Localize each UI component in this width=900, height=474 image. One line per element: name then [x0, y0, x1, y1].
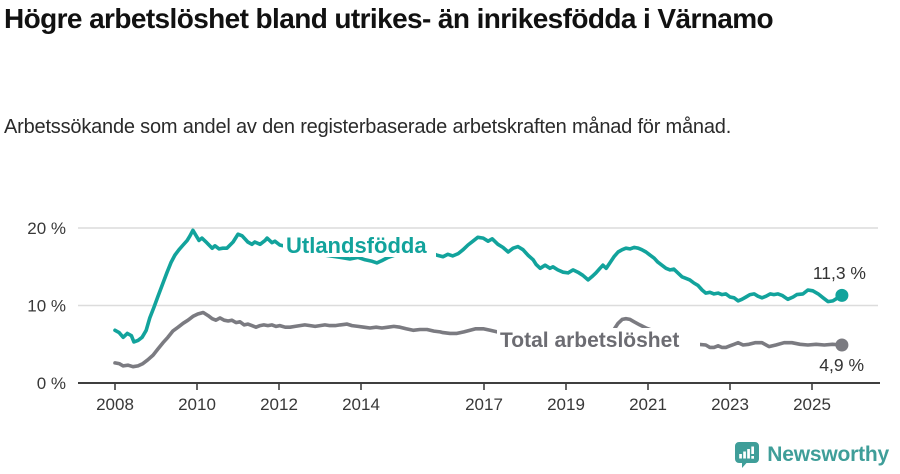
newsworthy-logo-icon [735, 442, 760, 468]
series-line-utlandsfodda [113, 228, 844, 344]
x-axis-tick-label: 2008 [96, 395, 134, 414]
y-axis-tick-label: 0 % [37, 374, 66, 393]
newsworthy-branding: Newsworthy [734, 441, 889, 469]
series-label-bg-utlandsfodda [283, 234, 436, 257]
x-axis-ticks [114, 383, 813, 390]
series-end-dot-total [835, 338, 849, 352]
newsworthy-logo-text: Newsworthy [767, 443, 889, 466]
x-axis-labels: 2008 2010 2012 2014 2017 2019 2021 2023 2025 [96, 395, 831, 414]
x-axis-tick-label: 2025 [793, 395, 831, 414]
x-axis-tick-label: 2010 [178, 395, 216, 414]
y-axis-tick-label: 10 % [27, 297, 66, 316]
x-axis-tick-label: 2012 [260, 395, 298, 414]
series-label-utlandsfodda: Utlandsfödda [286, 233, 427, 258]
series-end-dot-utlandsfodda [835, 288, 849, 302]
gridlines [78, 227, 878, 307]
x-axis-tick-label: 2019 [547, 395, 585, 414]
series-line-total [113, 310, 844, 369]
series-label-total: Total arbetslöshet [500, 329, 679, 352]
chart-subtitle: Arbetssökande som andel av den registerb… [4, 116, 732, 138]
series-label-bg-total [497, 328, 700, 351]
x-axis-tick-label: 2017 [465, 395, 503, 414]
end-value-label-total: 4,9 % [819, 355, 864, 375]
x-axis-tick-label: 2014 [342, 395, 380, 414]
y-axis-tick-label: 20 % [27, 219, 66, 238]
x-axis-tick-label: 2021 [629, 395, 667, 414]
end-value-label-utlandsfodda: 11,3 % [813, 263, 866, 283]
y-axis-labels: 0 % 10 % 20 % [27, 219, 66, 393]
x-axis-tick-label: 2023 [711, 395, 749, 414]
page-title: Högre arbetslöshet bland utrikes- än inr… [4, 3, 774, 34]
